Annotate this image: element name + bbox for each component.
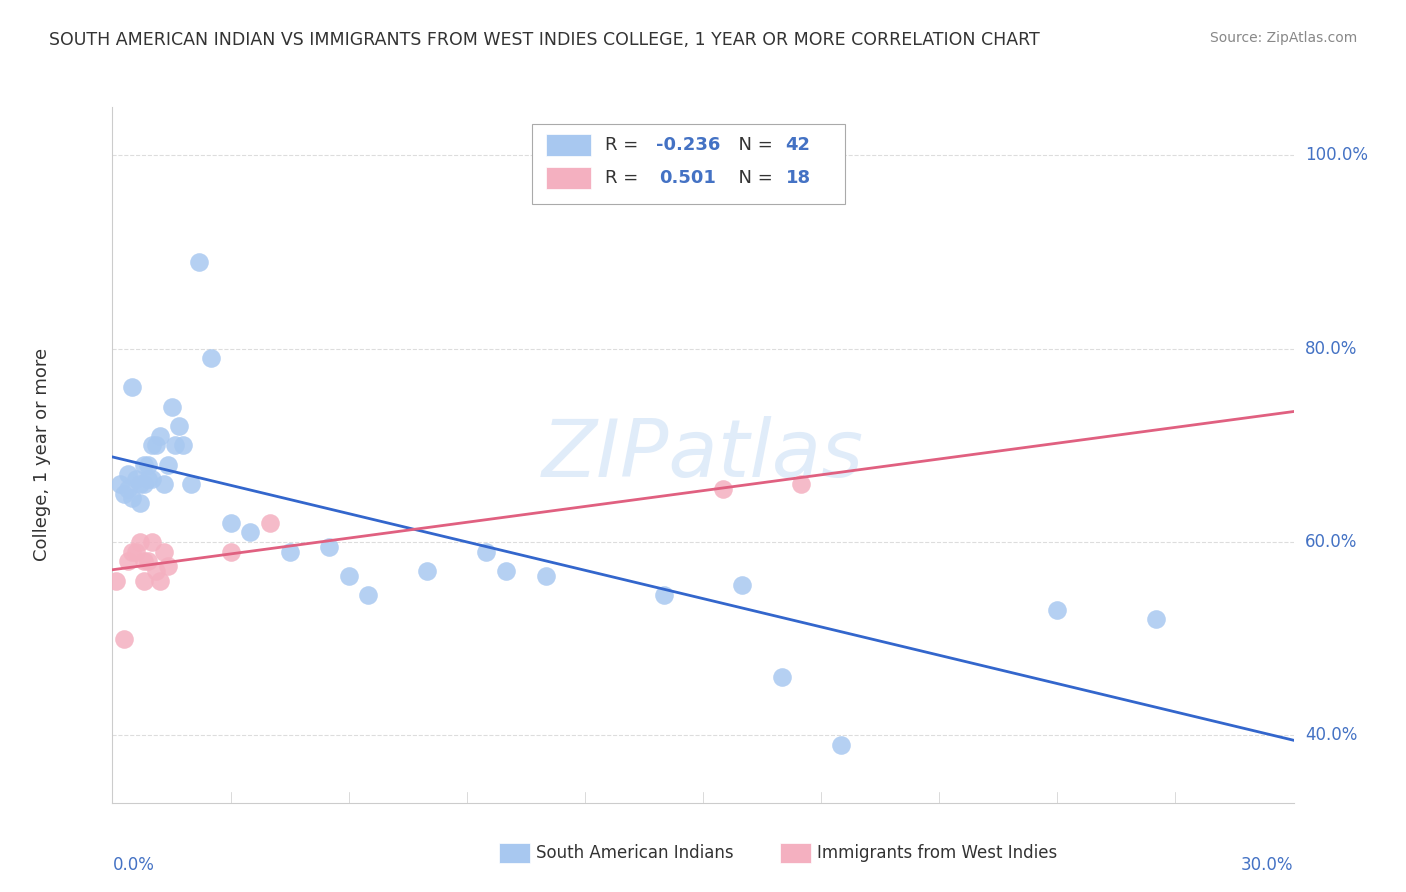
Point xyxy=(337,568,360,582)
Point xyxy=(165,438,187,452)
Point xyxy=(125,472,148,486)
Text: 100.0%: 100.0% xyxy=(1305,146,1368,164)
Bar xyxy=(546,167,591,189)
Point xyxy=(534,568,557,582)
Point xyxy=(711,482,734,496)
Point xyxy=(830,738,852,752)
Text: Source: ZipAtlas.com: Source: ZipAtlas.com xyxy=(1209,31,1357,45)
Text: R =: R = xyxy=(605,169,644,187)
Point xyxy=(132,458,155,472)
Text: 60.0%: 60.0% xyxy=(1305,533,1358,551)
FancyBboxPatch shape xyxy=(531,124,845,204)
Point xyxy=(136,554,159,568)
Point xyxy=(1046,602,1069,616)
Point xyxy=(652,588,675,602)
Point xyxy=(112,632,135,646)
Point xyxy=(112,486,135,500)
Text: South American Indians: South American Indians xyxy=(536,844,734,862)
Point xyxy=(117,482,139,496)
Point xyxy=(121,491,143,506)
Point xyxy=(416,564,439,578)
Point xyxy=(152,544,174,558)
Point xyxy=(149,428,172,442)
Text: 18: 18 xyxy=(786,169,811,187)
Point xyxy=(200,351,222,366)
Point xyxy=(117,554,139,568)
Point xyxy=(152,476,174,491)
Point xyxy=(357,588,380,602)
Point xyxy=(731,578,754,592)
Text: 0.0%: 0.0% xyxy=(112,856,155,874)
Text: R =: R = xyxy=(605,136,644,154)
Point xyxy=(121,380,143,394)
Point xyxy=(318,540,340,554)
Bar xyxy=(546,134,591,156)
Point xyxy=(121,544,143,558)
Point xyxy=(278,544,301,558)
Point xyxy=(141,472,163,486)
Point xyxy=(132,476,155,491)
Point xyxy=(188,254,211,268)
Point xyxy=(239,525,262,540)
Point xyxy=(141,438,163,452)
Text: ZIPatlas: ZIPatlas xyxy=(541,416,865,494)
Point xyxy=(156,458,179,472)
Text: SOUTH AMERICAN INDIAN VS IMMIGRANTS FROM WEST INDIES COLLEGE, 1 YEAR OR MORE COR: SOUTH AMERICAN INDIAN VS IMMIGRANTS FROM… xyxy=(49,31,1040,49)
Text: -0.236: -0.236 xyxy=(655,136,720,154)
Point xyxy=(117,467,139,482)
Text: N =: N = xyxy=(727,169,778,187)
Point xyxy=(136,472,159,486)
Point xyxy=(105,574,128,588)
Point xyxy=(125,544,148,558)
Point xyxy=(132,554,155,568)
Point xyxy=(145,564,167,578)
Point xyxy=(1144,612,1167,626)
Point xyxy=(156,559,179,574)
Point xyxy=(475,544,498,558)
Point xyxy=(160,400,183,414)
Text: 42: 42 xyxy=(786,136,811,154)
Point xyxy=(790,476,813,491)
Point xyxy=(770,670,793,684)
Text: N =: N = xyxy=(727,136,778,154)
Text: 40.0%: 40.0% xyxy=(1305,726,1358,744)
Point xyxy=(129,535,152,549)
Text: 30.0%: 30.0% xyxy=(1241,856,1294,874)
Point xyxy=(136,458,159,472)
Point xyxy=(129,496,152,510)
Text: College, 1 year or more: College, 1 year or more xyxy=(32,349,51,561)
Point xyxy=(149,574,172,588)
Point xyxy=(129,476,152,491)
Text: 0.501: 0.501 xyxy=(659,169,716,187)
Point xyxy=(169,419,191,434)
Point xyxy=(172,438,194,452)
Point xyxy=(110,476,132,491)
Text: Immigrants from West Indies: Immigrants from West Indies xyxy=(817,844,1057,862)
Point xyxy=(219,516,242,530)
Point xyxy=(132,574,155,588)
Point xyxy=(495,564,517,578)
Point xyxy=(259,516,281,530)
Point xyxy=(180,476,202,491)
Point xyxy=(219,544,242,558)
Text: 80.0%: 80.0% xyxy=(1305,340,1358,358)
Point xyxy=(145,438,167,452)
Point xyxy=(141,535,163,549)
